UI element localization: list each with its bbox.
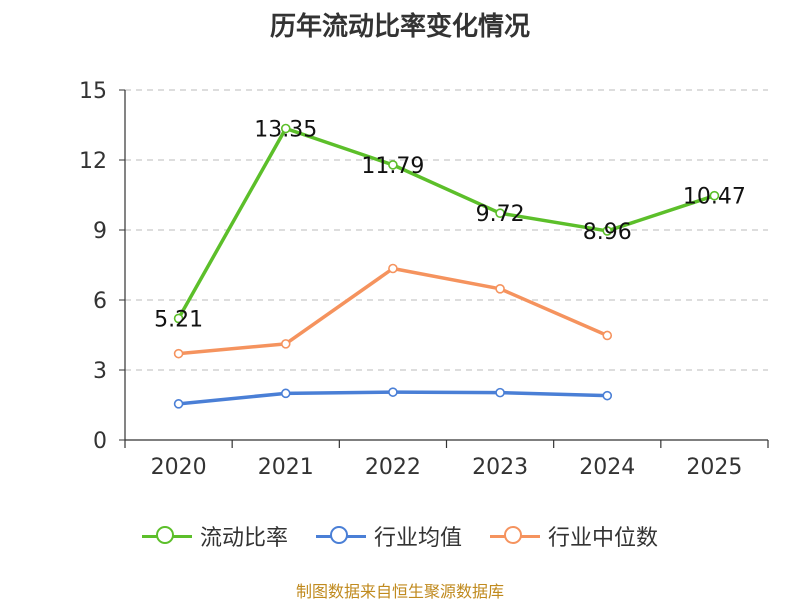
data-point: [388, 263, 398, 274]
data-point: [280, 339, 291, 349]
y-tick-label: 3: [93, 359, 107, 384]
x-tick-label: 2024: [579, 455, 635, 480]
y-tick-label: 0: [93, 429, 107, 454]
y-tick-label: 6: [93, 289, 107, 314]
data-label: 9.72: [476, 202, 525, 227]
chart-title: 历年流动比率变化情况: [269, 12, 530, 42]
data-point: [602, 226, 613, 236]
data-label: 5.21: [154, 307, 203, 332]
legend-label: 行业中位数: [548, 526, 659, 551]
y-tick-label: 12: [79, 149, 107, 174]
data-label: 13.35: [254, 118, 317, 143]
data-point: [709, 190, 720, 201]
data-point: [495, 208, 505, 218]
legend-marker-icon: [141, 524, 192, 548]
data-point: [495, 283, 505, 294]
data-point: [280, 388, 291, 399]
legend-item-current-ratio[interactable]: 流动比率: [141, 520, 288, 552]
y-tick-label: 9: [93, 219, 107, 244]
data-point: [602, 330, 613, 341]
legend-label: 行业均值: [373, 526, 462, 551]
x-tick-label: 2022: [365, 455, 421, 480]
data-point: [173, 348, 184, 359]
series-line: [178, 266, 608, 356]
data-label: 10.47: [683, 185, 746, 210]
data-source-note: 制图数据来自恒生聚源数据库: [295, 582, 504, 601]
data-point: [173, 313, 184, 324]
x-tick-label: 2020: [151, 455, 207, 480]
y-tick-label: 15: [79, 79, 107, 104]
x-tick-label: 2023: [472, 455, 528, 480]
data-point: [388, 387, 398, 397]
series-line: [177, 126, 715, 320]
legend-item-industry-median[interactable]: 行业中位数: [490, 520, 658, 552]
legend-marker-icon: [490, 524, 540, 548]
data-label: 8.96: [583, 220, 632, 245]
x-tick-label: 2025: [686, 455, 742, 480]
data-point: [602, 390, 613, 401]
data-point: [388, 160, 398, 170]
legend-label: 流动比率: [199, 526, 288, 551]
data-point: [495, 387, 505, 398]
data-label: 11.79: [361, 154, 424, 179]
legend-marker-icon: [315, 524, 366, 548]
data-point: [173, 399, 184, 409]
legend: 流动比率 行业均值 行业中位数: [0, 520, 800, 552]
x-tick-label: 2021: [258, 455, 314, 480]
legend-item-industry-mean[interactable]: 行业均值: [315, 520, 462, 552]
data-point: [280, 123, 291, 134]
